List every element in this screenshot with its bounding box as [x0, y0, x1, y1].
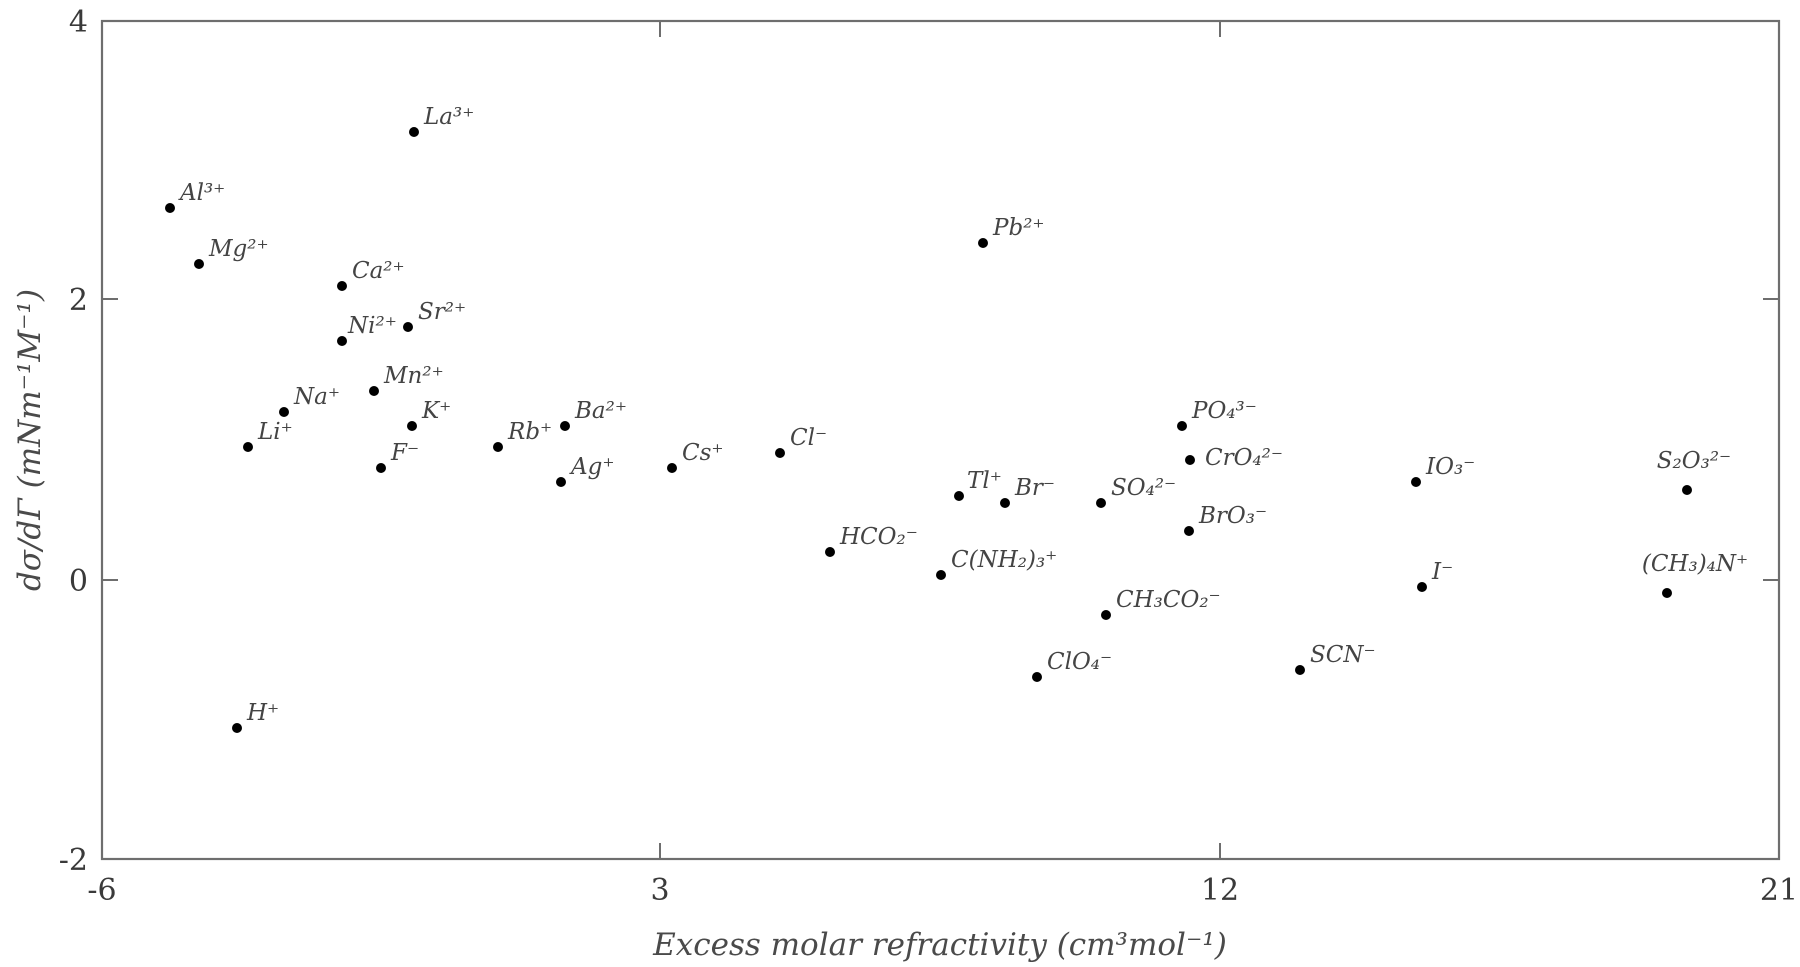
point-label-ba: Ba²⁺	[574, 398, 627, 424]
data-point-ag	[556, 477, 566, 487]
data-point-h	[232, 723, 242, 733]
x-tick-labels: -6 3 12 21	[87, 873, 1798, 908]
data-point-scn	[1295, 665, 1305, 675]
plot-frame	[100, 19, 1781, 861]
x-axis-title: Excess molar refractivity (cm³mol⁻¹)	[652, 927, 1227, 963]
data-point-i	[1417, 582, 1427, 592]
point-label-cro4: CrO₄²⁻	[1205, 445, 1283, 471]
x-tick-label: 3	[650, 873, 669, 908]
data-point-ca	[337, 281, 347, 291]
point-label-li: Li⁺	[257, 419, 293, 445]
data-point-s2o3	[1682, 485, 1692, 495]
point-label-na: Na⁺	[293, 384, 340, 410]
point-label-bro3: BrO₃⁻	[1198, 503, 1267, 529]
point-label-hco2: HCO₂⁻	[839, 524, 918, 550]
point-label-br: Br⁻	[1014, 475, 1055, 501]
data-point-ch3co2	[1101, 610, 1111, 620]
point-label-al: Al³⁺	[178, 180, 225, 206]
y-tick-label: 4	[69, 5, 88, 40]
data-point-rb	[493, 442, 503, 452]
point-label-i: I⁻	[1431, 559, 1453, 585]
point-label-ca: Ca²⁺	[352, 258, 405, 284]
data-points	[165, 127, 1692, 733]
data-point-cro4	[1185, 455, 1195, 465]
data-point-la	[409, 127, 419, 137]
data-point-cs	[667, 463, 677, 473]
data-point-ba	[560, 421, 570, 431]
data-point-k	[407, 421, 417, 431]
data-point-li	[243, 442, 253, 452]
data-point-f	[376, 463, 386, 473]
y-tick-label: 0	[69, 564, 88, 599]
point-label-mn: Mn²⁺	[383, 363, 444, 389]
data-point-io3	[1411, 477, 1421, 487]
point-label-s2o3: S₂O₃²⁻	[1657, 448, 1731, 474]
x-tick-label: 21	[1760, 873, 1798, 908]
data-point-bro3	[1184, 526, 1194, 536]
y-axis-title: dσ/dΓ (mNm⁻¹M⁻¹)	[12, 289, 48, 591]
y-tick-label: -2	[59, 843, 88, 878]
point-label-so4: SO₄²⁻	[1111, 475, 1176, 501]
data-labels: Al³⁺ Mg²⁺ La³⁺ Ca²⁺ Ni²⁺ Sr²⁺ Mn²⁺ Na⁺ L…	[178, 104, 1748, 726]
data-point-po4	[1177, 421, 1187, 431]
point-label-h: H⁺	[246, 700, 279, 726]
point-label-rb: Rb⁺	[507, 419, 552, 445]
point-label-mg: Mg²⁺	[208, 236, 269, 262]
point-label-ag: Ag⁺	[569, 454, 614, 480]
point-label-cl: Cl⁻	[790, 425, 827, 451]
data-point-sr	[403, 322, 413, 332]
data-point-cnh23	[936, 570, 946, 580]
data-point-br	[1000, 498, 1010, 508]
point-label-ni: Ni²⁺	[347, 313, 397, 339]
point-label-tl: Tl⁺	[967, 468, 1002, 494]
data-point-al	[165, 203, 175, 213]
point-label-la: La³⁺	[423, 104, 474, 130]
data-point-pb	[978, 238, 988, 248]
point-label-pb: Pb²⁺	[992, 215, 1045, 241]
data-point-mn	[369, 386, 379, 396]
data-point-ch34n	[1662, 588, 1672, 598]
data-point-cl	[775, 448, 785, 458]
data-point-na	[279, 407, 289, 417]
point-label-cs: Cs⁺	[682, 440, 724, 466]
data-point-ni	[337, 336, 347, 346]
point-label-cnh23: C(NH₂)₃⁺	[951, 547, 1057, 573]
point-label-sr: Sr²⁺	[418, 299, 466, 325]
data-point-hco2	[825, 547, 835, 557]
y-ticks	[102, 298, 1779, 581]
data-point-clo4	[1032, 672, 1042, 682]
x-ticks	[659, 21, 1221, 859]
point-label-ch3co2: CH₃CO₂⁻	[1116, 587, 1221, 613]
point-label-po4: PO₄³⁻	[1191, 398, 1257, 424]
x-tick-label: 12	[1201, 873, 1239, 908]
data-point-mg	[194, 259, 204, 269]
x-tick-label: -6	[87, 873, 116, 908]
data-point-so4	[1096, 498, 1106, 508]
point-label-scn: SCN⁻	[1310, 642, 1376, 668]
y-tick-labels: 4 2 0 -2	[59, 5, 88, 878]
point-label-clo4: ClO₄⁻	[1047, 649, 1112, 675]
point-label-ch34n: (CH₃)₄N⁺	[1642, 551, 1748, 577]
point-label-k: K⁺	[421, 398, 451, 424]
point-label-f: F⁻	[390, 440, 419, 466]
point-label-io3: IO₃⁻	[1425, 454, 1475, 480]
data-point-tl	[954, 491, 964, 501]
y-tick-label: 2	[69, 283, 88, 318]
